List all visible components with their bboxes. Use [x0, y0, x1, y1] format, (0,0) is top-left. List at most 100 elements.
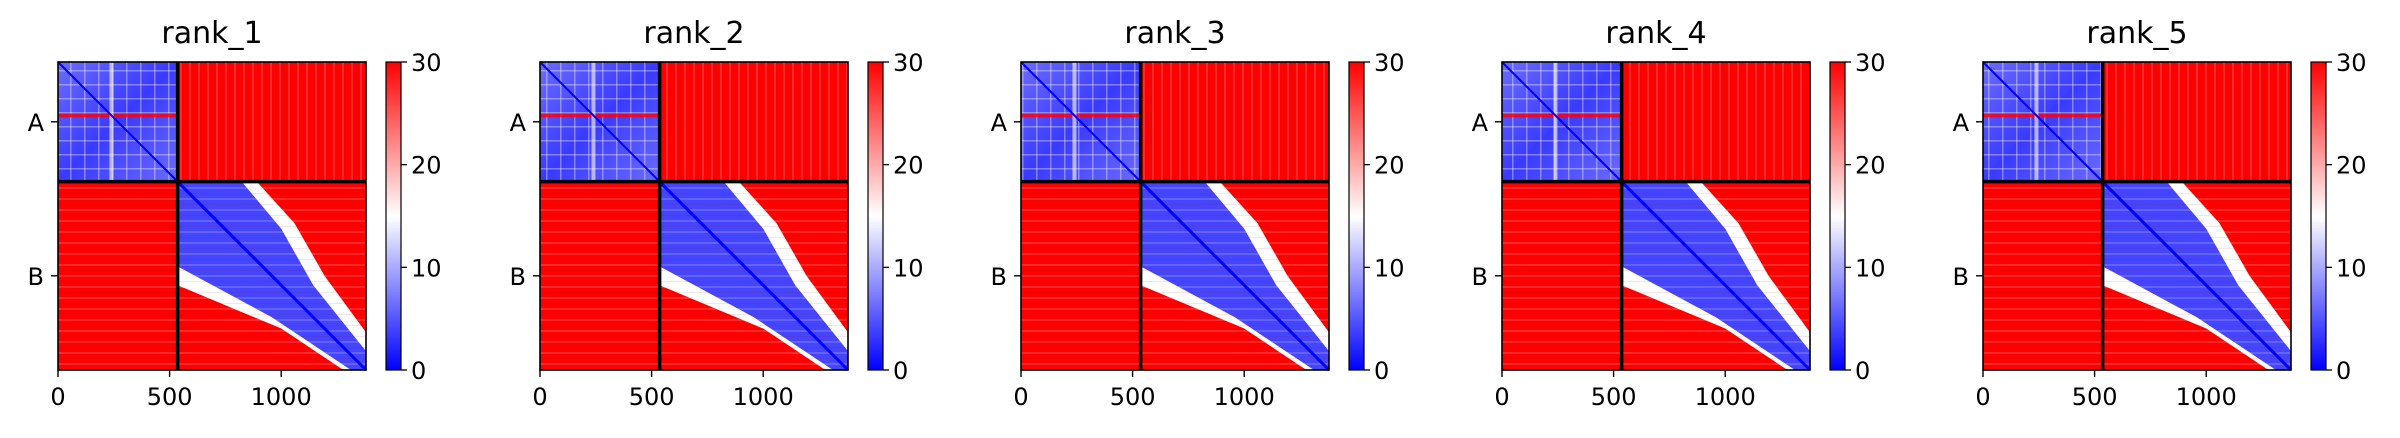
block-A-B-texture	[1140, 62, 1329, 182]
chain-label: A	[1472, 109, 1489, 137]
colorbar-tick-label: 10	[2336, 254, 2367, 282]
x-tick-label: 500	[2072, 383, 2118, 411]
block-A-A-diagonal	[57, 61, 179, 183]
colorbar	[386, 62, 401, 370]
block-B-A-texture	[1502, 181, 1622, 370]
x-tick-label: 1000	[1695, 383, 1756, 411]
x-tick-label: 500	[147, 383, 193, 411]
panel-title: rank_2	[643, 16, 744, 51]
chain-label: B	[510, 263, 526, 291]
block-B-A-texture	[58, 181, 178, 370]
x-tick-label: 0	[1494, 383, 1509, 411]
x-tick-label: 1000	[1214, 383, 1275, 411]
colorbar	[1830, 62, 1845, 370]
chain-label: A	[510, 109, 527, 137]
heatmap	[1982, 61, 2293, 372]
panel-3: rank_3 0 500 1000 A B 0 10 20 30	[991, 16, 1405, 411]
plot-frame	[1501, 61, 1811, 371]
x-tick-label: 0	[50, 383, 65, 411]
block-A-B-texture	[659, 62, 848, 182]
panel-4: rank_4 0 500 1000 A B 0 10 20 30	[1472, 16, 1886, 411]
colorbar	[1349, 62, 1364, 370]
colorbar-tick-label: 30	[2336, 49, 2367, 77]
colorbar-tick-label: 10	[1855, 254, 1886, 282]
colorbar-tick-label: 30	[893, 49, 924, 77]
block-A-B-texture	[177, 62, 366, 182]
colorbar-tick-label: 20	[2336, 152, 2367, 180]
chain-label: B	[1953, 263, 1969, 291]
plot-frame	[1982, 61, 2292, 371]
colorbar-tick-label: 0	[893, 357, 908, 385]
block-B-B-diagonal	[1620, 180, 1812, 372]
colorbar-frame	[1829, 61, 1846, 371]
block-A-A-band	[540, 113, 660, 118]
panel-title: rank_4	[1605, 16, 1706, 51]
block-A-A-band	[1983, 113, 2103, 118]
colorbar	[868, 62, 883, 370]
x-tick-label: 0	[1013, 383, 1028, 411]
colorbar-tick-label: 20	[1374, 152, 1405, 180]
chain-label: A	[28, 109, 45, 137]
block-B-A-texture	[1021, 181, 1141, 370]
colorbar-tick-label: 30	[411, 49, 442, 77]
heatmap	[57, 61, 368, 372]
panel-title: rank_1	[161, 16, 262, 51]
block-A-B-texture	[1621, 62, 1810, 182]
colorbar-tick-label: 10	[1374, 254, 1405, 282]
block-A-A-band-v	[109, 62, 114, 182]
colorbar-tick-label: 20	[411, 152, 442, 180]
colorbar-tick-label: 0	[2336, 357, 2351, 385]
block-B-B-diagonal	[2101, 180, 2293, 372]
block-A-A-diagonal	[1020, 61, 1142, 183]
colorbar-tick-label: 0	[1374, 357, 1389, 385]
x-tick-label: 500	[1591, 383, 1637, 411]
colorbar-tick-label: 0	[1855, 357, 1870, 385]
x-tick-label: 500	[629, 383, 675, 411]
block-A-A-diagonal	[1501, 61, 1623, 183]
x-tick-label: 1000	[251, 383, 312, 411]
block-A-A-band	[1502, 113, 1622, 118]
colorbar-frame	[867, 61, 884, 371]
colorbar-tick-label: 30	[1374, 49, 1405, 77]
colorbar-tick-label: 0	[411, 357, 426, 385]
chain-label: B	[28, 263, 44, 291]
block-A-A-band	[1021, 113, 1141, 118]
block-B-A-texture	[540, 181, 660, 370]
heatmap	[1501, 61, 1812, 372]
panel-1: rank_1 0 500 1000 A B 0 10 20 30	[28, 16, 442, 411]
chain-label: A	[1953, 109, 1970, 137]
panel-2: rank_2 0 500 1000 A B 0 10 20 30	[510, 16, 924, 411]
block-A-A-diagonal	[1982, 61, 2104, 183]
colorbar-tick-label: 20	[893, 152, 924, 180]
block-A-A-band-v	[591, 62, 596, 182]
colorbar-tick-label: 10	[411, 254, 442, 282]
colorbar-tick-label: 20	[1855, 152, 1886, 180]
block-A-A-diagonal	[539, 61, 661, 183]
panel-5: rank_5 0 500 1000 A B 0 10 20 30	[1953, 16, 2367, 411]
block-B-A-texture	[1983, 181, 2103, 370]
colorbar-frame	[385, 61, 402, 371]
block-B-B-diagonal	[1139, 180, 1331, 372]
block-A-A-band-v	[1553, 62, 1558, 182]
x-tick-label: 1000	[733, 383, 794, 411]
x-tick-label: 0	[532, 383, 547, 411]
colorbar-frame	[1348, 61, 1365, 371]
chain-label: B	[991, 263, 1007, 291]
x-tick-label: 0	[1975, 383, 1990, 411]
plot-frame	[1020, 61, 1330, 371]
panel-title: rank_5	[2086, 16, 2187, 51]
block-A-A-band	[58, 113, 178, 118]
colorbar-tick-label: 30	[1855, 49, 1886, 77]
heatmap	[539, 61, 850, 372]
heatmap	[1020, 61, 1331, 372]
x-tick-label: 1000	[2176, 383, 2237, 411]
colorbar-tick-label: 10	[893, 254, 924, 282]
plot-frame	[539, 61, 849, 371]
block-A-A-band-v	[2034, 62, 2039, 182]
block-A-A-band-v	[1072, 62, 1077, 182]
colorbar	[2311, 62, 2326, 370]
panel-title: rank_3	[1124, 16, 1225, 51]
block-A-B-texture	[2102, 62, 2291, 182]
colorbar-frame	[2310, 61, 2327, 371]
